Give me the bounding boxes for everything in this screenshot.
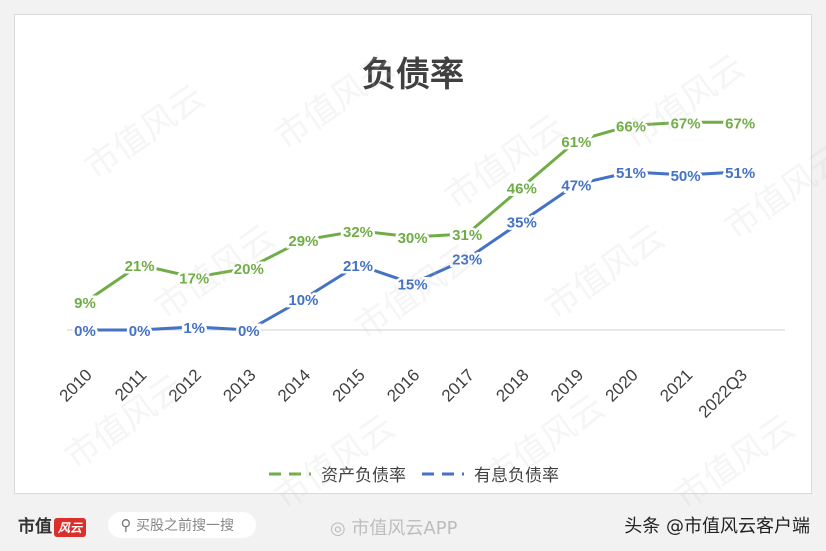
data-label: 50% [671, 168, 701, 185]
data-point [520, 185, 524, 189]
data-label: 30% [398, 230, 428, 247]
data-point [629, 170, 633, 174]
data-label: 47% [561, 177, 591, 194]
data-point [574, 139, 578, 143]
data-point [465, 232, 469, 236]
data-point [247, 328, 251, 332]
legend-swatch [269, 472, 311, 475]
data-point [684, 120, 688, 124]
footer-bar: 市值 风云 ⚲ 买股之前搜一搜 ◎ 市值风云APP 头条 @市值风云客户端 [0, 500, 826, 551]
account-attribution: 头条 @市值风云客户端 [624, 516, 810, 537]
data-point [738, 170, 742, 174]
legend-entry: 资产负债率 [267, 461, 406, 486]
search-placeholder: 买股之前搜一搜 [136, 518, 234, 534]
data-label: 23% [452, 252, 482, 269]
data-point [83, 328, 87, 332]
data-point [411, 235, 415, 239]
data-point [574, 182, 578, 186]
data-label: 9% [74, 295, 96, 312]
x-tick-label: 2014 [274, 365, 314, 405]
data-label: 31% [452, 227, 482, 244]
data-label: 0% [238, 323, 260, 340]
data-point [138, 328, 142, 332]
data-label: 46% [507, 180, 537, 197]
data-point [301, 297, 305, 301]
line-chart: 2010 2011 2012 2013 2014 2015 2016 2017 2018 2019… [56, 113, 785, 422]
legend-label: 资产负债率 [321, 466, 406, 486]
chart-legend: 资产负债率 有息负债率 [15, 461, 811, 486]
x-tick-label: 2022Q3 [695, 365, 751, 421]
search-input[interactable]: ⚲ 买股之前搜一搜 [108, 512, 256, 538]
legend-label: 有息负债率 [474, 466, 559, 486]
data-point [520, 220, 524, 223]
data-label: 1% [183, 320, 205, 337]
chart-title: 负债率 [362, 55, 464, 95]
data-label: 51% [725, 165, 755, 182]
x-tick-label: 2013 [219, 365, 259, 405]
x-tick-label: 2021 [656, 365, 696, 405]
brand-mark: 风云 [54, 518, 87, 537]
x-tick-label: 2018 [492, 365, 532, 405]
data-point [684, 173, 688, 177]
data-label: 0% [129, 323, 151, 340]
series-line-2 [85, 170, 741, 332]
data-label: 20% [234, 261, 264, 278]
data-point [465, 257, 469, 261]
search-icon: ⚲ [120, 516, 132, 534]
data-point [411, 282, 415, 285]
x-tick-label: 2015 [329, 365, 369, 405]
data-label: 61% [561, 134, 591, 151]
brand-logo[interactable]: 市值 风云 [18, 512, 87, 537]
chart-card: 负债率 2010 2011 2012 2013 2014 2015 2016 2017 2018… [14, 14, 826, 518]
data-point [138, 263, 142, 267]
data-point [356, 263, 360, 267]
brand-name: 市值 [18, 517, 52, 537]
data-label: 66% [616, 118, 646, 135]
x-tick-label: 2010 [56, 365, 96, 405]
data-point [247, 266, 251, 270]
data-point [356, 229, 360, 233]
data-label: 15% [398, 277, 428, 294]
data-label: 29% [288, 233, 318, 250]
x-tick-label: 2020 [602, 365, 642, 405]
data-label: 35% [507, 215, 537, 232]
data-point [629, 123, 633, 127]
x-tick-label: 2011 [111, 365, 150, 404]
data-point [738, 120, 742, 124]
data-label: 67% [725, 115, 755, 132]
legend-entry: 有息负债率 [420, 461, 559, 486]
data-label: 21% [343, 258, 373, 275]
data-label: 67% [671, 115, 701, 132]
app-watermark: ◎ 市值风云APP [330, 518, 458, 539]
data-point [192, 275, 196, 279]
x-tick-label: 2017 [438, 365, 478, 405]
data-label: 32% [343, 224, 373, 241]
data-label: 0% [74, 323, 96, 340]
legend-swatch [422, 472, 464, 475]
data-label: 21% [125, 258, 155, 275]
x-tick-label: 2019 [547, 365, 587, 405]
x-tick-label: 2016 [383, 365, 423, 405]
data-point [83, 300, 87, 304]
data-label: 51% [616, 165, 646, 182]
data-point [192, 325, 196, 329]
data-label: 10% [288, 292, 318, 309]
x-tick-label: 2012 [165, 365, 205, 405]
data-label: 17% [179, 270, 209, 287]
data-point [301, 238, 305, 242]
